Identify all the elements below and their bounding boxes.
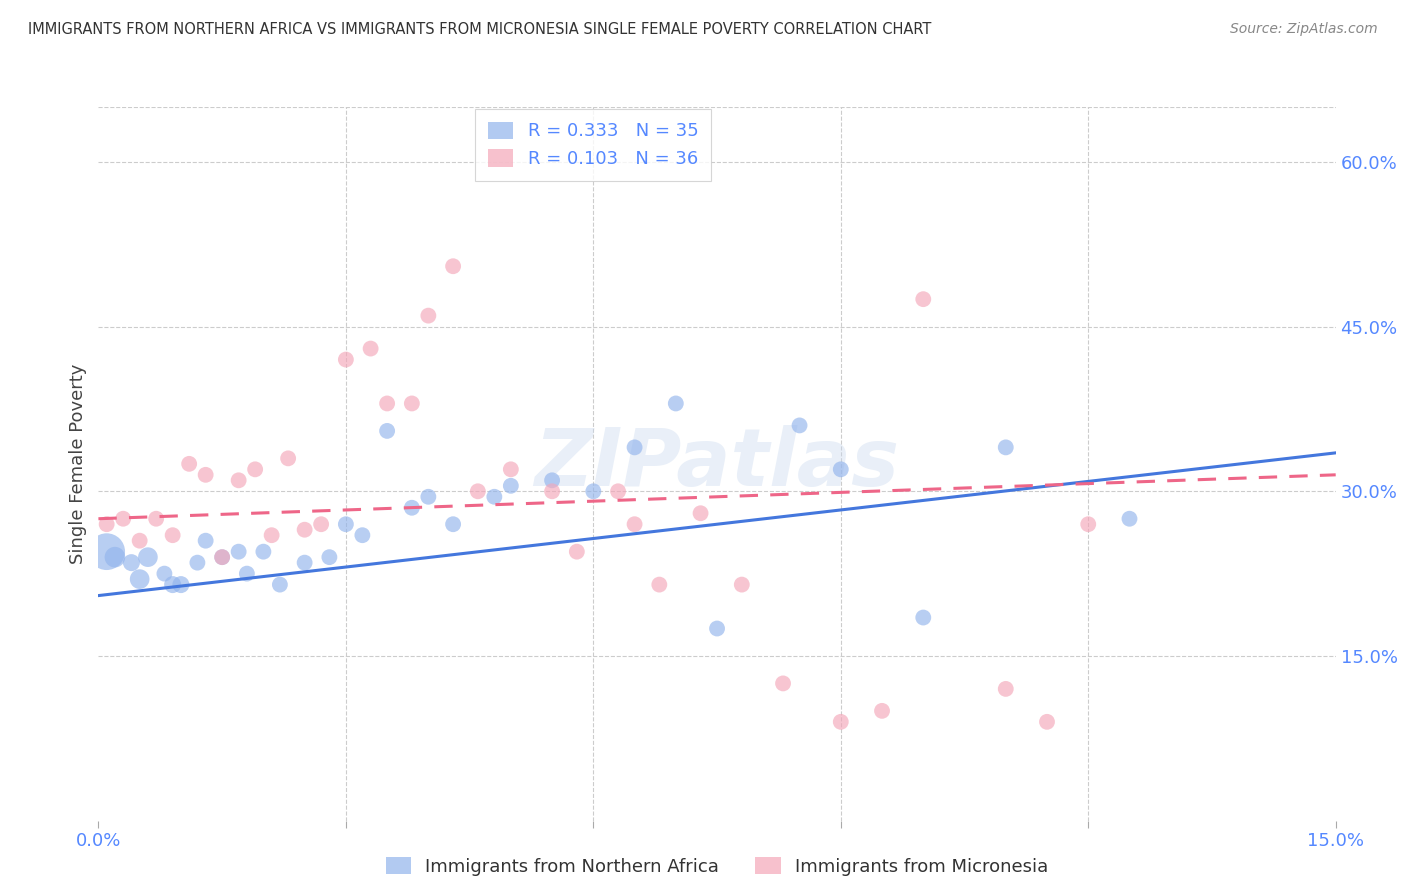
Point [499, 462, 522, 476]
Point [582, 484, 605, 499]
Point [104, 550, 127, 565]
Point [1036, 714, 1059, 729]
Point [162, 528, 184, 542]
Point [541, 484, 564, 499]
Legend: Immigrants from Northern Africa, Immigrants from Micronesia: Immigrants from Northern Africa, Immigra… [378, 850, 1056, 883]
Point [145, 512, 167, 526]
Point [401, 396, 423, 410]
Point [252, 544, 274, 558]
Point [335, 352, 357, 367]
Point [772, 676, 794, 690]
Point [136, 550, 159, 565]
Point [211, 550, 233, 565]
Point [211, 550, 233, 565]
Point [418, 490, 440, 504]
Point [243, 462, 266, 476]
Point [128, 572, 150, 586]
Point [565, 544, 588, 558]
Point [830, 714, 852, 729]
Point [277, 451, 299, 466]
Point [484, 490, 506, 504]
Point [128, 533, 150, 548]
Point [112, 512, 135, 526]
Point [194, 467, 217, 482]
Point [179, 457, 201, 471]
Point [789, 418, 811, 433]
Point [1118, 512, 1140, 526]
Point [441, 259, 464, 273]
Point [228, 473, 250, 487]
Point [120, 556, 142, 570]
Point [706, 622, 728, 636]
Point [401, 500, 423, 515]
Point [186, 556, 208, 570]
Point [309, 517, 332, 532]
Text: IMMIGRANTS FROM NORTHERN AFRICA VS IMMIGRANTS FROM MICRONESIA SINGLE FEMALE POVE: IMMIGRANTS FROM NORTHERN AFRICA VS IMMIG… [28, 22, 932, 37]
Text: ZIPatlas: ZIPatlas [534, 425, 900, 503]
Point [665, 396, 688, 410]
Point [467, 484, 489, 499]
Point [912, 610, 935, 624]
Point [318, 550, 340, 565]
Point [294, 523, 316, 537]
Point [170, 577, 193, 591]
Point [441, 517, 464, 532]
Point [96, 544, 118, 558]
Point [541, 473, 564, 487]
Point [360, 342, 382, 356]
Point [830, 462, 852, 476]
Point [236, 566, 259, 581]
Point [623, 517, 645, 532]
Point [352, 528, 374, 542]
Point [269, 577, 291, 591]
Point [912, 292, 935, 306]
Point [1077, 517, 1099, 532]
Point [499, 479, 522, 493]
Point [96, 517, 118, 532]
Point [731, 577, 754, 591]
Point [228, 544, 250, 558]
Y-axis label: Single Female Poverty: Single Female Poverty [69, 364, 87, 564]
Point [623, 441, 645, 455]
Point [260, 528, 283, 542]
Point [418, 309, 440, 323]
Text: Source: ZipAtlas.com: Source: ZipAtlas.com [1230, 22, 1378, 37]
Point [153, 566, 176, 581]
Point [994, 681, 1017, 696]
Point [294, 556, 316, 570]
Point [648, 577, 671, 591]
Point [607, 484, 630, 499]
Point [689, 506, 711, 520]
Point [870, 704, 893, 718]
Point [162, 577, 184, 591]
Point [194, 533, 217, 548]
Point [375, 396, 398, 410]
Point [375, 424, 398, 438]
Point [994, 441, 1017, 455]
Point [335, 517, 357, 532]
